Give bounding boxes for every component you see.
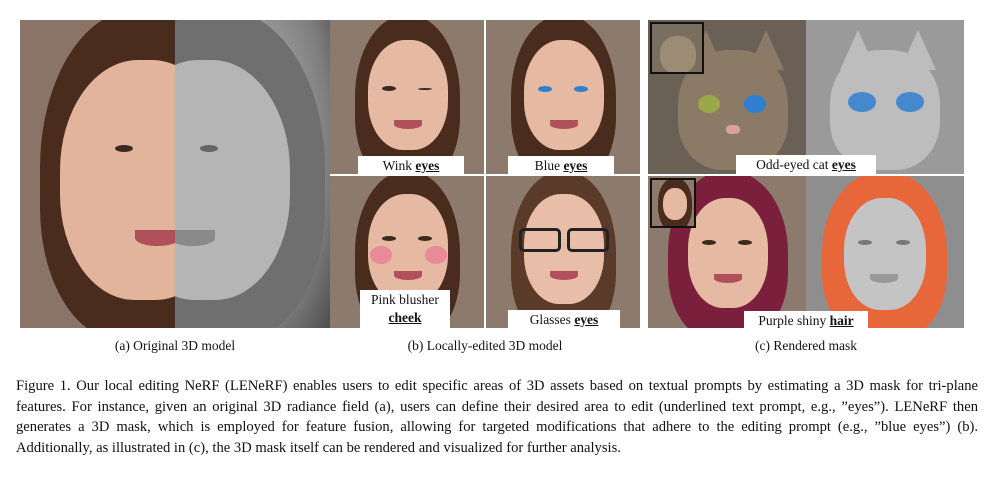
cat-mask-render [806, 20, 964, 174]
tile-blue-eyes: Blue eyes [486, 20, 640, 174]
caption-a: (a) Original 3D model [114, 338, 236, 353]
panel-c-rendered-mask: Odd-eyed cat eyes Purple shiny hair [648, 20, 964, 328]
label-odd-eyed-cat-eyes: Odd-eyed cat eyes [736, 155, 876, 174]
tile-pink-blusher-cheek: Pink blusher cheek [330, 176, 484, 328]
label-glasses-eyes: Glasses eyes [508, 310, 620, 328]
cat-edited-photo [648, 20, 806, 174]
caption-b: (b) Locally-edited 3D model [407, 338, 563, 353]
caption-c: (c) Rendered mask [755, 338, 857, 353]
label-wink-eyes: Wink eyes [358, 156, 464, 174]
panel-b-edited-models: Wink eyes Blue eyes Pink blusher cheek [330, 20, 640, 328]
original-geometry-render [175, 20, 330, 328]
tile-glasses-eyes: Glasses eyes [486, 176, 640, 328]
original-face-photo [20, 20, 175, 328]
woman-purple-hair-photo [648, 176, 806, 328]
figure-caption: Figure 1. Our local editing NeRF (LENeRF… [16, 378, 978, 456]
cat-original-inset [650, 22, 704, 74]
label-blue-eyes: Blue eyes [508, 156, 614, 174]
hair-mask-render [806, 176, 964, 328]
label-purple-shiny-hair: Purple shiny hair [744, 311, 868, 328]
label-pink-blusher-cheek: Pink blusher cheek [360, 290, 450, 328]
woman-original-inset [650, 178, 696, 228]
panel-a-original-model [20, 20, 330, 328]
tile-wink-eyes: Wink eyes [330, 20, 484, 174]
